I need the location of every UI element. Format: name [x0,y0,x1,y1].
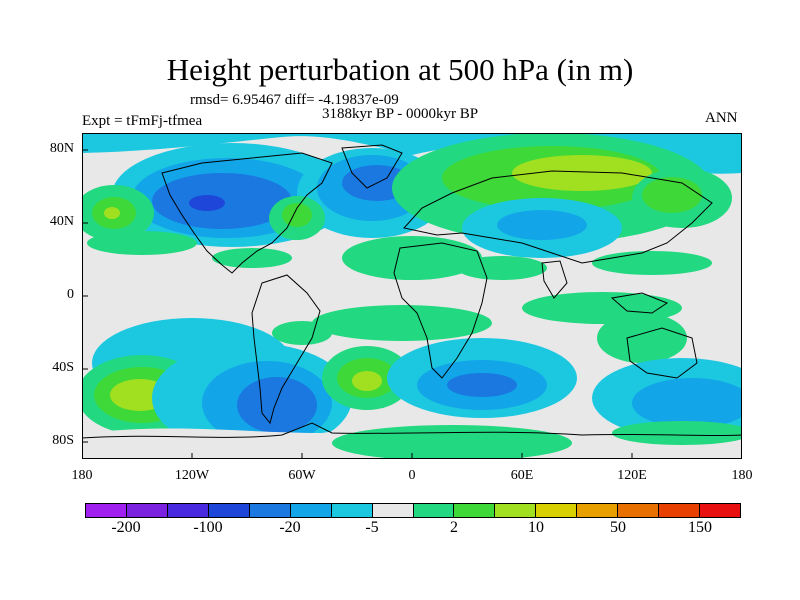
x-tick-label: 60E [510,468,534,483]
colorbar-swatch [618,504,660,517]
colorbar-swatch [249,504,291,517]
x-tick-label: 120W [174,468,210,483]
x-tick-label: 60W [288,468,316,483]
colorbar-swatch [536,504,578,517]
colorbar-label: 150 [688,519,712,536]
colorbar-label: 10 [528,519,544,536]
coastlines [82,144,742,439]
colorbar-label: -20 [279,519,301,536]
season-label: ANN [705,110,738,126]
colorbar-label: -100 [193,519,223,536]
colorbar [85,503,741,518]
colorbar-swatch [577,504,619,517]
x-tick-label: 120E [617,468,647,483]
x-tick-label: 180 [731,468,753,483]
time-period: 3188kyr BP - 0000kyr BP [322,106,479,122]
colorbar-swatch [700,504,740,517]
y-tick-label: 40S [52,360,74,375]
colorbar-swatch [86,504,127,517]
y-tick-label: 0 [67,287,74,302]
y-tick-label: 40N [49,214,74,229]
experiment-label: Expt = tFmFj-tfmea [82,113,203,129]
colorbar-swatch [331,504,373,517]
colorbar-swatch [659,504,701,517]
colorbar-label: -200 [111,519,141,536]
colorbar-label: 50 [610,519,626,536]
colorbar-swatch [126,504,168,517]
y-tick-label: 80S [52,433,74,448]
y-tick-label: 80N [49,141,74,156]
x-tick-label: 0 [408,468,416,483]
colorbar-swatch [454,504,496,517]
colorbar-swatch [495,504,537,517]
colorbar-swatch [208,504,250,517]
colorbar-swatch [372,504,414,517]
colorbar-label: 2 [450,519,458,536]
colorbar-swatch [413,504,455,517]
contour-map [82,133,742,459]
x-tick-label: 180 [71,468,93,483]
colorbar-label: -5 [365,519,379,536]
colorbar-swatch [290,504,332,517]
plot-title: Height perturbation at 500 hPa (in m) [166,52,634,87]
colorbar-swatch [167,504,209,517]
rmsd-stats: rmsd= 6.95467 diff= -4.19837e-09 [190,92,399,108]
